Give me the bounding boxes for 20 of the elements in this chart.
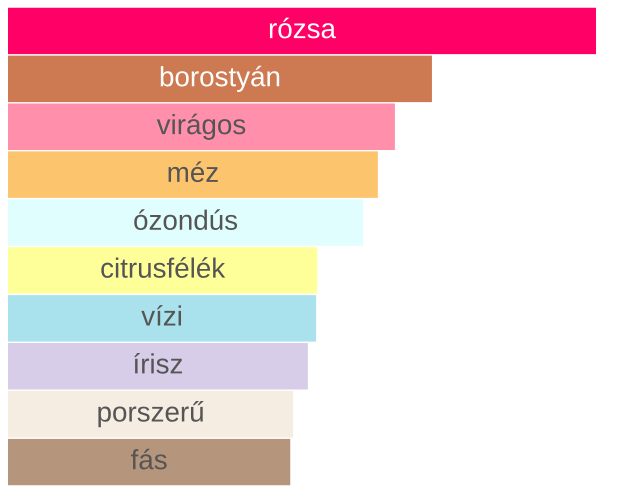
bar bbox=[8, 199, 364, 246]
y-tick-label: ózondús bbox=[134, 209, 238, 230]
y-tick-label: porszerű bbox=[98, 401, 204, 428]
bar bbox=[8, 390, 294, 438]
y-tick-label: fás bbox=[130, 448, 167, 470]
bar bbox=[8, 56, 432, 102]
bar bbox=[8, 295, 316, 342]
y-tick-label: rózsa bbox=[270, 18, 336, 38]
bar bbox=[8, 343, 308, 390]
bar bbox=[8, 438, 290, 486]
bar bbox=[8, 151, 378, 198]
bar bbox=[8, 247, 318, 294]
y-tick-label: írisz bbox=[134, 352, 182, 374]
bar bbox=[8, 8, 596, 54]
bar bbox=[8, 104, 395, 150]
y-tick-label: vízi bbox=[141, 305, 182, 326]
y-tick-label: virágos bbox=[156, 114, 246, 140]
y-tick-label: citrusfélék bbox=[101, 257, 226, 278]
y-tick-label: méz bbox=[168, 161, 218, 182]
y-tick-label: borostyán bbox=[160, 66, 280, 92]
